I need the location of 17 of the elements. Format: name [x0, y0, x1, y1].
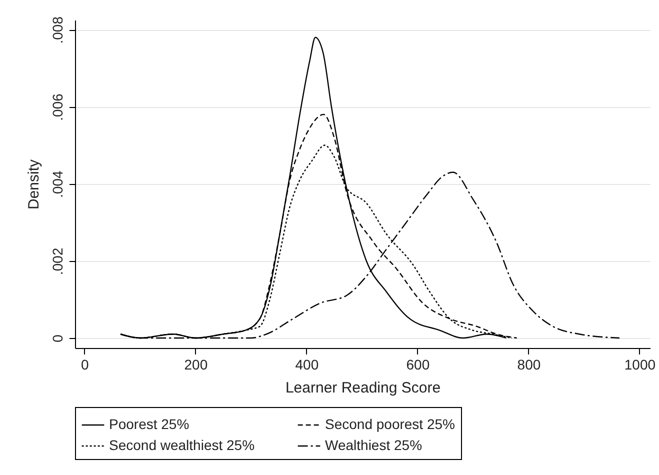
- y-tick-label: .002: [50, 248, 66, 276]
- x-axis-title: Learner Reading Score: [285, 380, 441, 396]
- y-axis-title: Density: [26, 159, 42, 210]
- legend-label: Second wealthiest 25%: [109, 437, 255, 453]
- legend-label: Second poorest 25%: [325, 416, 455, 432]
- legend-label: Poorest 25%: [109, 416, 190, 432]
- x-tick-label: 600: [406, 356, 430, 372]
- y-tick-label: .004: [50, 170, 66, 198]
- x-tick-label: 1000: [624, 356, 656, 372]
- y-tick-label: .008: [50, 16, 66, 44]
- legend-label: Wealthiest 25%: [325, 437, 422, 453]
- x-tick-label: 400: [295, 356, 319, 372]
- x-tick-label: 800: [517, 356, 541, 372]
- x-tick-label: 200: [184, 356, 208, 372]
- y-tick-label: 0: [50, 334, 66, 342]
- x-tick-label: 0: [81, 356, 90, 372]
- y-tick-label: .006: [50, 93, 66, 121]
